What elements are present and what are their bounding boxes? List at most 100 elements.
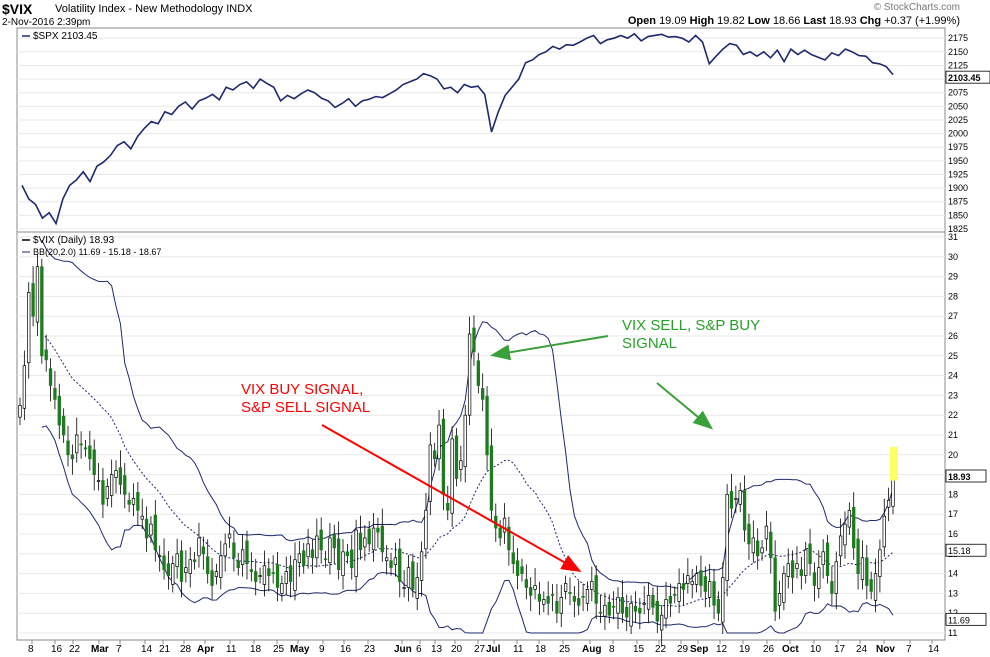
vix-candle xyxy=(22,365,27,409)
vix-candle xyxy=(254,571,258,582)
vix-candle xyxy=(40,266,44,357)
spx-tick-label: 2025 xyxy=(948,115,968,125)
symbol-title: $VIX xyxy=(2,1,33,17)
vix-sell-line2: SIGNAL xyxy=(622,335,678,352)
high-value: 19.82 xyxy=(717,15,745,27)
vix-candle xyxy=(245,540,249,565)
vix-candle xyxy=(795,563,799,570)
x-axis-tick-label: 29 xyxy=(677,644,689,655)
vix-tick-label: 11 xyxy=(948,628,957,638)
vix-candle xyxy=(677,583,681,602)
vix-candle xyxy=(48,368,53,386)
green-signal-arrow-2 xyxy=(656,382,714,430)
x-axis-tick-label: 9 xyxy=(319,644,325,655)
vix-candle xyxy=(149,523,153,536)
vix-candle xyxy=(118,467,123,485)
vix-tick-label: 22 xyxy=(948,410,958,420)
spx-tick-label: 1975 xyxy=(948,142,968,152)
vix-tick-label: 24 xyxy=(948,371,958,381)
vix-candle xyxy=(428,444,432,502)
vix-candle xyxy=(323,558,328,561)
vix-candle xyxy=(393,557,398,566)
vix-candle xyxy=(127,499,131,505)
vix-candle xyxy=(869,579,873,592)
vix-candle xyxy=(345,551,350,557)
vix-candle xyxy=(75,434,79,454)
vix-candle xyxy=(389,560,393,569)
vix-candle xyxy=(747,523,751,545)
vix-candle xyxy=(210,570,214,586)
spx-line xyxy=(21,32,894,226)
vix-tick-label: 18 xyxy=(948,489,958,499)
x-axis-tick-label: 22 xyxy=(69,644,81,655)
vix-candle xyxy=(446,502,450,511)
vix-candle xyxy=(131,498,136,505)
vix-tick-label: 30 xyxy=(948,252,958,262)
vix-candle xyxy=(830,581,834,594)
vix-last-box xyxy=(945,612,987,626)
vix-candle xyxy=(358,532,363,551)
x-axis-tick-label: 11 xyxy=(226,644,237,655)
vix-candle xyxy=(44,349,48,361)
vix-candle xyxy=(437,424,441,460)
x-axis-tick-label: 7 xyxy=(906,644,912,655)
vix-candle xyxy=(756,540,760,557)
vix-tick-label: 28 xyxy=(948,291,958,301)
vix-candle xyxy=(341,551,345,576)
vix-candle xyxy=(808,543,812,565)
vix-candle xyxy=(227,533,232,539)
ohlc-readout: Open 19.09 High 19.82 Low 18.66 Last 18.… xyxy=(627,15,960,27)
vix-candle xyxy=(214,571,219,577)
spx-tick-label: 2050 xyxy=(948,101,968,111)
x-axis-tick-label: Jun xyxy=(394,644,412,655)
vix-candle xyxy=(834,561,838,594)
vix-last-box xyxy=(945,543,987,557)
vix-candle xyxy=(123,475,127,495)
vix-candle xyxy=(302,550,306,567)
bb-legend: BB(20,2.0) 11.69 - 15.18 - 18.67 xyxy=(33,247,161,257)
x-axis-tick-label: Aug xyxy=(582,644,601,655)
vix-candle xyxy=(179,550,184,582)
vix-candle xyxy=(459,460,463,470)
vix-candle xyxy=(760,547,764,554)
vix-candle xyxy=(433,450,437,460)
vix-candle xyxy=(852,506,856,549)
vix-candle xyxy=(790,560,795,578)
spx-tick-label: 1850 xyxy=(948,210,968,220)
spx-last-box xyxy=(945,70,990,84)
x-axis-tick-label: 21 xyxy=(159,644,171,655)
x-axis-tick-label: 11 xyxy=(513,644,524,655)
vix-candle xyxy=(873,573,878,601)
vix-candle xyxy=(550,594,555,596)
vix-candle xyxy=(96,480,101,482)
x-axis-tick-label: 15 xyxy=(633,644,645,655)
x-axis-tick-label: 14 xyxy=(928,644,940,655)
vix-candle xyxy=(79,443,83,446)
vix-candle xyxy=(585,589,590,604)
vix-candle xyxy=(847,509,851,528)
vix-candle xyxy=(594,575,598,604)
chart-date: 2-Nov-2016 2:39pm xyxy=(2,17,91,28)
x-axis-tick-label: 10 xyxy=(810,644,822,655)
vix-candle xyxy=(708,581,712,598)
vix-candle xyxy=(328,537,332,564)
vix-tick-label: 20 xyxy=(948,450,958,460)
vix-tick-label: 14 xyxy=(948,569,958,579)
vix-candle xyxy=(651,595,655,608)
vix-candle xyxy=(537,594,542,602)
vix-candle xyxy=(729,491,734,509)
x-axis-tick-label: 26 xyxy=(763,644,775,655)
vix-candle xyxy=(738,490,742,505)
vix-candle xyxy=(668,596,673,604)
vix-candle xyxy=(219,555,223,578)
vix-last-label: 15.18 xyxy=(948,546,971,556)
vix-candle xyxy=(681,583,686,590)
vix-candle xyxy=(267,568,271,576)
vix-candle xyxy=(721,577,725,623)
vix-candle xyxy=(607,601,611,616)
vix-candle xyxy=(454,435,459,479)
spx-tick-label: 1925 xyxy=(948,169,968,179)
red-signal-arrow xyxy=(321,424,582,572)
low-value: 18.66 xyxy=(772,15,801,27)
